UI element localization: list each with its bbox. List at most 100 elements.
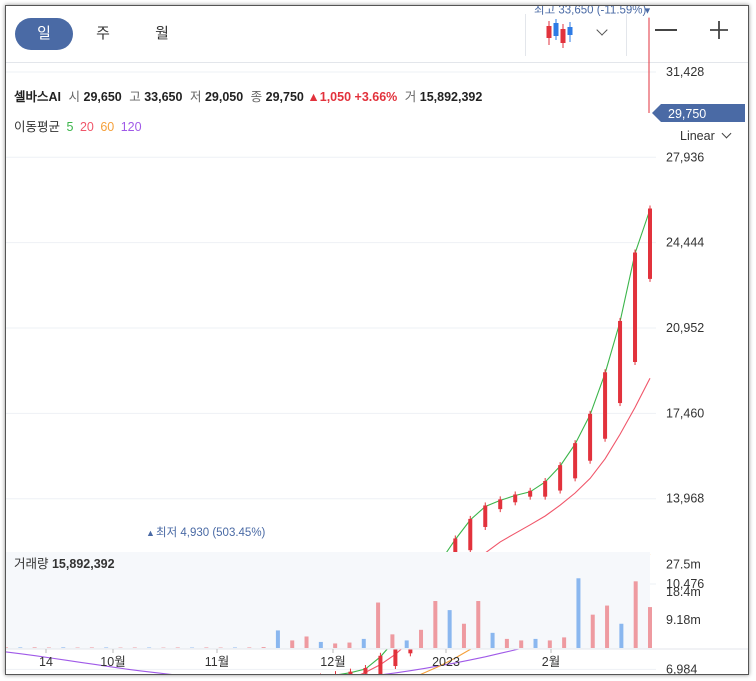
volume-bar (104, 647, 109, 648)
candle-body (483, 505, 488, 527)
volume-bar (32, 647, 37, 648)
volume-tick-label: 18.4m (666, 585, 701, 599)
max-marker-icon: ▼ (643, 6, 652, 16)
volume-bar (547, 640, 552, 648)
low-label: 저 (189, 90, 202, 104)
ma-20: 20 (79, 120, 94, 134)
x-tick-label: 14 (39, 655, 53, 669)
high-label: 고 (129, 90, 141, 104)
volume-bar (605, 605, 610, 648)
x-tick-label: 11월 (205, 655, 229, 669)
candle-body (633, 252, 638, 362)
volume-title-label: 거래량 (14, 557, 52, 571)
y-tick-label: 13,968 (666, 492, 704, 506)
volume-bar (519, 640, 524, 648)
y-tick-label: 6,984 (666, 662, 697, 674)
volume-bar (419, 629, 424, 648)
candle-body (588, 413, 593, 461)
ma-line-20 (360, 377, 651, 674)
scale-label: Linear (680, 129, 715, 143)
ma-60: 60 (100, 120, 115, 134)
y-tick-label: 27,936 (666, 150, 704, 164)
tab-month[interactable]: 월 (155, 25, 169, 42)
change-value: 1,050 (319, 90, 352, 104)
candle-body (363, 667, 368, 674)
candle-body (468, 518, 473, 551)
volume-bar (376, 602, 381, 648)
candle-body (558, 465, 563, 491)
candle-body (378, 655, 383, 674)
toolbar-divider (626, 14, 627, 56)
volume-bar (347, 642, 352, 648)
volume-bar (261, 647, 266, 648)
tab-week[interactable]: 주 (96, 25, 110, 42)
candle-body (498, 499, 503, 510)
price-summary: 셀바스AI 시 29,650 고 33,650 저 29,050 종 29,75… (14, 86, 482, 105)
volume-panel-bg (6, 552, 650, 649)
y-tick-label: 31,428 (666, 65, 704, 79)
y-tick-label: 24,444 (666, 236, 704, 250)
min-marker-icon: ▲ (146, 528, 155, 538)
volume-bar (648, 607, 652, 648)
volume-title-value: 15,892,392 (52, 557, 115, 571)
volume-bar (633, 581, 638, 648)
ma-label: 이동평균 (14, 120, 61, 134)
candle-body (543, 481, 548, 497)
minus-icon[interactable] (655, 29, 677, 31)
volume-bar (533, 638, 538, 648)
x-tick-label: 12월 (320, 655, 345, 669)
volume-title: 거래량 15,892,392 (14, 557, 115, 571)
volume-bar (175, 647, 180, 648)
volume-bar (404, 640, 409, 648)
open-value: 29,650 (83, 90, 122, 104)
volume-value: 15,892,392 (419, 90, 483, 104)
volume-bar (361, 638, 366, 648)
volume-tick-label: 9.18m (666, 613, 701, 627)
candle-body (573, 443, 578, 479)
volume-bar (204, 647, 209, 648)
candle-body (648, 208, 652, 279)
max-annotation: 최고 33,650 (-11.59%) (534, 6, 647, 17)
volume-bar (619, 623, 624, 648)
tab-day[interactable]: 일 (15, 18, 73, 50)
volume-bar (89, 647, 94, 648)
volume-bar (61, 647, 66, 648)
low-value: 29,050 (204, 90, 244, 104)
y-tick-label: 10,476 (666, 577, 704, 591)
volume-bar (476, 601, 481, 648)
min-annotation: 최저 4,930 (503.45%) (156, 526, 266, 539)
x-tick-label: 2월 (542, 655, 560, 669)
up-triangle-icon: ▲ (307, 90, 320, 104)
candlestick-icon[interactable] (544, 16, 580, 50)
volume-bar (333, 643, 338, 648)
volume-bar (18, 647, 23, 648)
volume-bar (504, 638, 509, 648)
volume-bar (576, 578, 581, 648)
toolbar-divider (525, 14, 526, 56)
volume-tick-label: 27.5m (666, 558, 701, 572)
y-tick-label: 20,952 (666, 321, 704, 335)
volume-bar (275, 630, 280, 648)
open-label: 시 (68, 90, 81, 104)
volume-bar (247, 647, 252, 648)
scale-dropdown[interactable]: Linear (680, 128, 732, 143)
volume-bar (461, 623, 466, 648)
candle-body (528, 490, 533, 497)
stock-name: 셀바스AI (14, 90, 62, 104)
volume-bar (590, 614, 595, 648)
ma-5: 5 (66, 120, 74, 134)
volume-bar (390, 634, 395, 648)
volume-bar (562, 637, 567, 648)
ma-120: 120 (120, 120, 142, 134)
x-tick-label: 10월 (100, 655, 125, 669)
current-price-label: 29,750 (668, 107, 706, 121)
close-label: 종 (250, 90, 263, 104)
candle-body (348, 671, 353, 674)
candle-body (603, 372, 608, 439)
y-tick-label: 17,460 (666, 406, 704, 420)
x-tick-label: 2023 (432, 655, 460, 669)
plus-icon[interactable] (709, 20, 729, 40)
candle-body (618, 320, 623, 404)
high-value: 33,650 (144, 90, 183, 104)
price-chart[interactable]: 31,428 27,936 24,444 20,952 17,460 13,968 10,4… (6, 6, 748, 674)
